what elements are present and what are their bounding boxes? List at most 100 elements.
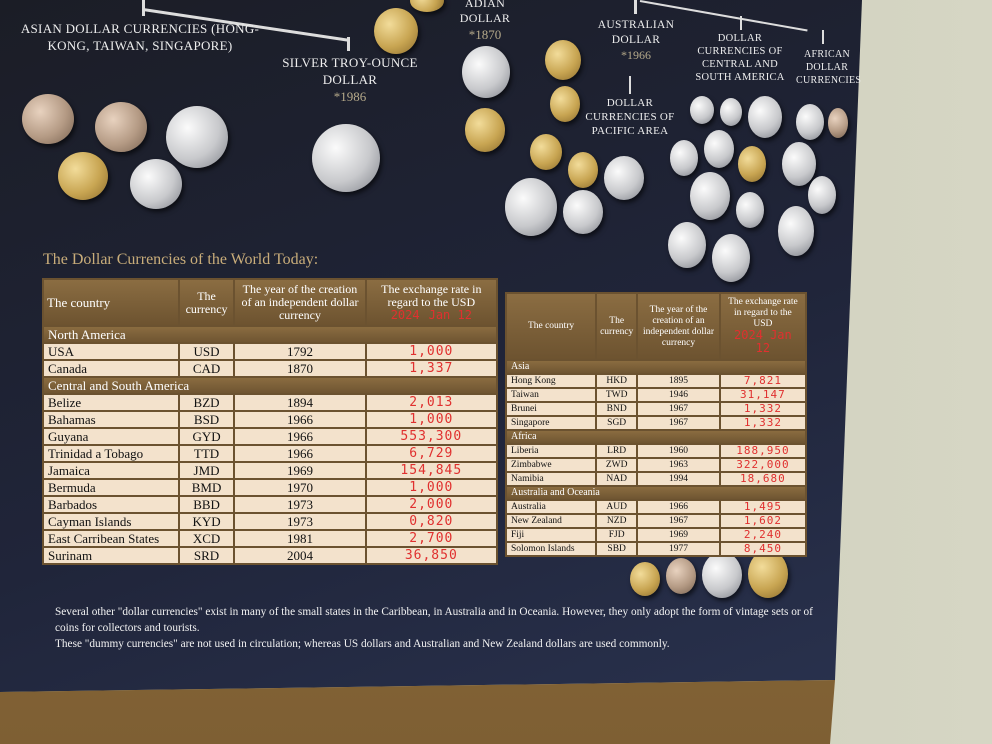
coin xyxy=(545,40,581,80)
country-cell: Singapore xyxy=(507,417,596,429)
label-asian-group: Asian dollar currencies (Hong-Kong, Taiw… xyxy=(20,20,260,54)
exchange-rate-cell: 1,332 xyxy=(720,417,805,429)
table-row: Bermuda BMD 1970 1,000 xyxy=(44,480,496,495)
label-african: African dollar currencies xyxy=(796,49,862,86)
year-cell: 2004 xyxy=(235,548,365,563)
header-country: The country xyxy=(507,294,596,359)
year-cell: 1967 xyxy=(638,403,719,415)
currency-code-cell: BSD xyxy=(179,412,234,427)
year-cell: 1967 xyxy=(638,515,719,527)
year-cell: 1966 xyxy=(235,446,365,461)
coin xyxy=(550,86,580,122)
section-name: North America xyxy=(44,327,496,342)
label-australian-year: *1966 xyxy=(621,48,651,62)
coin xyxy=(563,190,603,234)
table-row: USA USD 1792 1,000 xyxy=(44,344,496,359)
country-cell: Jamaica xyxy=(44,463,178,478)
tree-line xyxy=(347,37,350,51)
header-year: The year of the creation of an independe… xyxy=(235,280,365,325)
coin xyxy=(702,552,742,598)
country-cell: Trinidad a Tobago xyxy=(44,446,178,461)
coin xyxy=(465,108,505,152)
exchange-rate-cell: 1,000 xyxy=(366,480,496,495)
currency-code-cell: ZWD xyxy=(597,459,637,471)
coin xyxy=(666,558,696,594)
exchange-rate-cell: 2,000 xyxy=(366,497,496,512)
label-canadian-group: adian dollar *1870 xyxy=(448,0,522,43)
currency-code-cell: TWD xyxy=(597,389,637,401)
year-cell: 1870 xyxy=(235,361,365,376)
exchange-rate-cell: 31,147 xyxy=(720,389,805,401)
year-cell: 1970 xyxy=(235,480,365,495)
section-name: Australia and Oceania xyxy=(507,487,805,499)
label-pacific-group: Dollar currencies of Pacific area xyxy=(580,96,680,138)
year-cell: 1895 xyxy=(638,375,719,387)
label-canadian: adian dollar xyxy=(459,0,511,25)
coin xyxy=(690,96,714,124)
table-row: Surinam SRD 2004 36,850 xyxy=(44,548,496,563)
coin xyxy=(410,0,444,12)
year-cell: 1966 xyxy=(235,429,365,444)
country-cell: Bahamas xyxy=(44,412,178,427)
table-row: Singapore SGD 1967 1,332 xyxy=(507,417,805,429)
currency-code-cell: USD xyxy=(179,344,234,359)
exchange-rate-cell: 0,820 xyxy=(366,514,496,529)
currency-code-cell: BBD xyxy=(179,497,234,512)
tree-line xyxy=(629,76,631,94)
year-cell: 1967 xyxy=(638,417,719,429)
coin xyxy=(462,46,510,98)
exchange-rate-cell: 1,602 xyxy=(720,515,805,527)
section-row: Asia xyxy=(507,361,805,373)
currency-code-cell: GYD xyxy=(179,429,234,444)
label-silver: Silver troy-ounce dollar xyxy=(282,55,418,87)
exchange-rate-cell: 188,950 xyxy=(720,445,805,457)
table-row: Zimbabwe ZWD 1963 322,000 xyxy=(507,459,805,471)
year-cell: 1963 xyxy=(638,459,719,471)
country-cell: Namibia xyxy=(507,473,596,485)
country-cell: East Carribean States xyxy=(44,531,178,546)
currency-code-cell: LRD xyxy=(597,445,637,457)
label-african-group: African dollar currencies xyxy=(796,48,862,87)
year-cell: 1966 xyxy=(638,501,719,513)
coin xyxy=(808,176,836,214)
currency-code-cell: BND xyxy=(597,403,637,415)
exchange-rate-cell: 154,845 xyxy=(366,463,496,478)
currency-code-cell: AUD xyxy=(597,501,637,513)
table-row: Barbados BBD 1973 2,000 xyxy=(44,497,496,512)
header-rate: The exchange rate in regard to the USD 20… xyxy=(720,294,805,359)
exchange-rate-cell: 322,000 xyxy=(720,459,805,471)
coin xyxy=(736,192,764,228)
exchange-rate-cell: 8,450 xyxy=(720,543,805,555)
country-cell: Cayman Islands xyxy=(44,514,178,529)
table-row: Fiji FJD 1969 2,240 xyxy=(507,529,805,541)
currency-code-cell: JMD xyxy=(179,463,234,478)
handwritten-year: 2024 xyxy=(390,308,420,322)
currency-code-cell: KYD xyxy=(179,514,234,529)
coin xyxy=(720,98,742,126)
exchange-rate-cell: 1,332 xyxy=(720,403,805,415)
exchange-rate-cell: 18,680 xyxy=(720,473,805,485)
table-row: Bahamas BSD 1966 1,000 xyxy=(44,412,496,427)
table-row: Solomon Islands SBD 1977 8,450 xyxy=(507,543,805,555)
header-currency: The currency xyxy=(597,294,637,359)
country-cell: Australia xyxy=(507,501,596,513)
tree-line xyxy=(142,0,145,16)
coin xyxy=(748,96,782,138)
header-country: The country xyxy=(44,280,178,325)
table-row: Taiwan TWD 1946 31,147 xyxy=(507,389,805,401)
currency-code-cell: NZD xyxy=(597,515,637,527)
handwritten-year: 2024 xyxy=(734,328,763,342)
coin xyxy=(690,172,730,220)
exchange-rate-cell: 2,240 xyxy=(720,529,805,541)
country-cell: Solomon Islands xyxy=(507,543,596,555)
country-cell: Brunei xyxy=(507,403,596,415)
coin xyxy=(374,8,418,54)
currency-code-cell: HKD xyxy=(597,375,637,387)
country-cell: Fiji xyxy=(507,529,596,541)
exchange-rate-cell: 1,495 xyxy=(720,501,805,513)
coin xyxy=(704,130,734,168)
right-currency-table: The country The currency The year of the… xyxy=(505,292,807,557)
header-rate-text: The exchange rate in regard to the USD xyxy=(381,282,482,309)
year-cell: 1894 xyxy=(235,395,365,410)
label-silver-year: *1986 xyxy=(333,89,367,104)
